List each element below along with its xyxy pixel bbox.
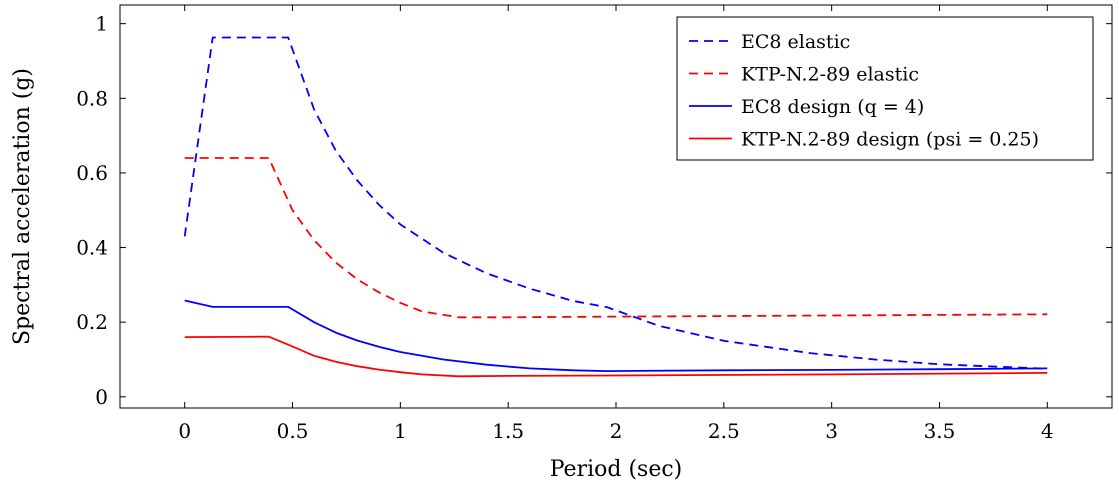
x-tick-label: 0 bbox=[178, 419, 191, 443]
y-tick-label: 0 bbox=[95, 385, 108, 409]
y-tick-label: 0.4 bbox=[76, 236, 108, 260]
x-tick-label: 0.5 bbox=[277, 419, 309, 443]
series-line-3 bbox=[184, 299, 1048, 373]
x-tick-label: 4 bbox=[1041, 419, 1054, 443]
y-axis-label: Spectral acceleration (g) bbox=[10, 68, 35, 345]
legend-label: KTP-N.2-89 elastic bbox=[741, 64, 919, 86]
legend-label: EC8 design (q = 4) bbox=[741, 96, 924, 118]
y-tick-label: 0.8 bbox=[76, 86, 108, 110]
legend-label: EC8 elastic bbox=[741, 31, 850, 53]
legend: EC8 elastic KTP-N.2-89 elastic EC8 design … bbox=[676, 16, 1094, 161]
series-layer bbox=[183, 36, 1048, 378]
y-tick-label: 1 bbox=[95, 12, 108, 36]
x-tick-label: 2.5 bbox=[708, 419, 740, 443]
x-tick-label: 3 bbox=[825, 419, 838, 443]
x-tick-label: 2 bbox=[610, 419, 623, 443]
series-line-2 bbox=[184, 157, 1048, 319]
axis-ticks: 0 0.5 1 1.5 2 2.5 3 3.5 4 0 0.2 0.4 0.6 0.8 1 bbox=[76, 5, 1112, 443]
series-line-1 bbox=[183, 36, 1048, 370]
x-tick-label: 1.5 bbox=[492, 419, 524, 443]
legend-box bbox=[676, 16, 1094, 161]
legend-label: KTP-N.2-89 design (psi = 0.25) bbox=[741, 129, 1039, 151]
x-tick-label: 3.5 bbox=[924, 419, 956, 443]
y-tick-label: 0.6 bbox=[76, 161, 108, 185]
series-line-4 bbox=[184, 335, 1048, 378]
y-tick-label: 0.2 bbox=[76, 310, 108, 334]
x-axis-label: Period (sec) bbox=[550, 457, 683, 482]
x-tick-label: 1 bbox=[394, 419, 407, 443]
